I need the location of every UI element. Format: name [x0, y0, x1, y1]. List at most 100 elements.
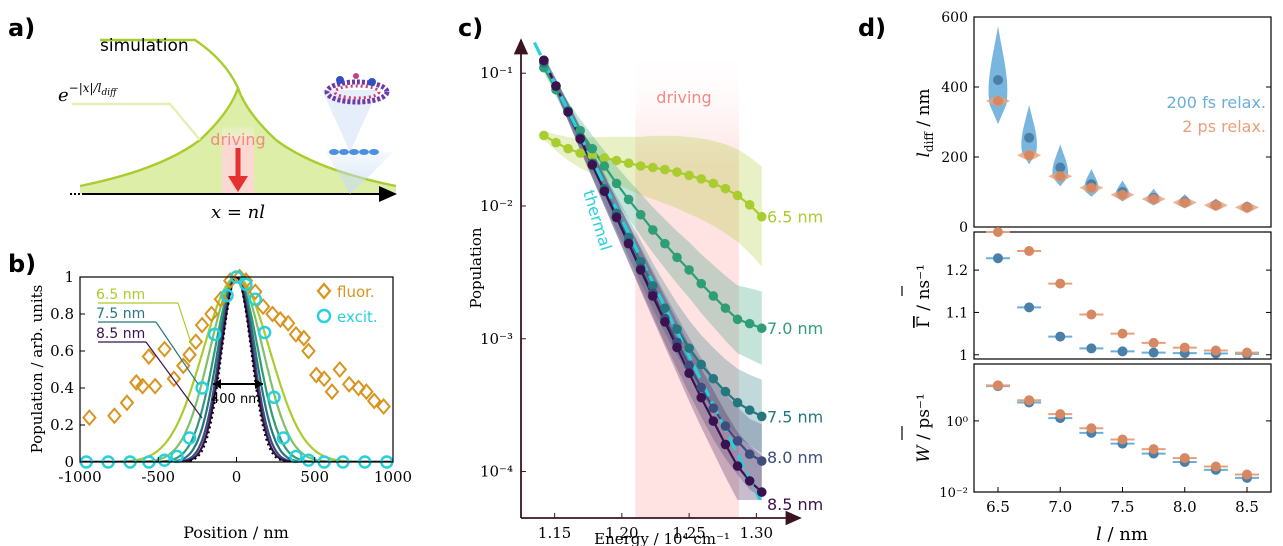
series-point	[611, 178, 622, 189]
y-tick-label: 10⁻²	[939, 486, 968, 501]
excit-point	[157, 453, 172, 467]
excit-point	[276, 431, 291, 445]
x-tick-label: -1000	[58, 468, 101, 486]
d-top-ylabel: ldiff / nm	[914, 88, 936, 157]
point-2ps	[1179, 197, 1190, 208]
series-point	[660, 317, 670, 327]
fluor-point	[316, 370, 332, 388]
molecule-illustration	[322, 73, 394, 194]
series-point	[744, 449, 755, 460]
y-tick-label: 0	[959, 220, 968, 236]
fluor-point	[273, 311, 288, 329]
y-tick-label: 600	[941, 10, 968, 26]
legend-2ps: 2 ps relax.	[1182, 117, 1266, 136]
fluor-point	[129, 373, 144, 391]
point-200fs	[1148, 347, 1159, 358]
series-point	[684, 360, 694, 371]
y-tick-label: 10⁻²	[480, 197, 513, 215]
fluor-point	[296, 329, 312, 347]
series-point	[684, 368, 694, 379]
series-point	[599, 161, 610, 171]
series-point	[708, 373, 719, 384]
series-point	[672, 167, 682, 177]
y-tick-label: 1.1	[946, 305, 968, 321]
series-point	[623, 238, 634, 249]
excit-point	[257, 325, 272, 340]
series-label: 7.5 nm	[767, 407, 823, 426]
series-label-65: 6.5 nm	[96, 287, 145, 303]
point-2ps	[1117, 328, 1128, 339]
x-tick-label: 500	[300, 468, 329, 486]
point-200fs	[993, 75, 1003, 85]
series-point	[599, 186, 610, 197]
panel-label-a: a)	[8, 14, 35, 42]
point-2ps	[1148, 194, 1159, 204]
excit-point	[267, 390, 281, 404]
point-2ps	[1086, 423, 1097, 434]
fluor-point	[366, 392, 382, 410]
series-label-75: 7.5 nm	[96, 306, 145, 322]
point-2ps	[993, 380, 1003, 391]
panel-label-d: d)	[858, 14, 886, 42]
x-tick-label: 7.5	[1111, 498, 1135, 516]
fluor-point	[194, 316, 210, 334]
point-2ps	[1086, 182, 1097, 193]
series-point	[720, 183, 731, 194]
panel-b: -1000 -500 0 500 1000 0 0.2 0.4 0.6 0.8 1 400 nm 6…	[28, 268, 412, 542]
panel-label-b: b)	[8, 250, 36, 278]
x-tick-label: 1.25	[672, 524, 705, 542]
simulation-label: simulation	[100, 36, 189, 56]
d-mid-ylabel: Γ / ns⁻¹	[914, 264, 934, 328]
y-tick-label: 400	[941, 80, 968, 96]
point-2ps	[1086, 309, 1097, 320]
fluor-point	[308, 366, 324, 384]
series-point	[648, 225, 658, 235]
series-point	[611, 155, 622, 166]
point-200fs	[1117, 346, 1128, 357]
series-point	[708, 178, 719, 189]
series-point	[756, 411, 767, 422]
series-point	[587, 150, 598, 161]
fluor-point	[188, 333, 204, 351]
series-point	[623, 194, 634, 205]
series-point	[732, 190, 743, 201]
fluor-point	[82, 409, 97, 427]
fluor-point	[332, 360, 348, 379]
fluor-point	[301, 342, 316, 360]
y-tick-label: 0	[64, 453, 74, 471]
series-point	[672, 342, 682, 353]
series-point	[720, 439, 731, 450]
point-2ps	[1179, 342, 1190, 353]
legend-fluor-label: fluor.	[337, 283, 375, 301]
series-point	[551, 137, 561, 148]
x-tick-label: 1000	[374, 468, 412, 486]
point-2ps	[1242, 469, 1252, 480]
x-tick-label: 0	[232, 468, 242, 486]
x-tick-label: 1.20	[605, 524, 638, 542]
fluor-point	[247, 283, 263, 301]
panel-c: driving 6.5 nm 7.0 nm 7.5 nm 8.0 nm 8.5 nm 1…	[467, 38, 823, 546]
fluor-point	[324, 383, 340, 401]
point-2ps	[1024, 395, 1035, 406]
y-tick-label: 0.8	[50, 305, 74, 323]
y-tick-label: 10⁻³	[480, 330, 513, 348]
series-point	[539, 55, 549, 66]
series-point	[696, 392, 707, 403]
legend-200fs: 200 fs relax.	[1166, 93, 1266, 112]
series-point	[587, 160, 598, 170]
series-label-85: 8.5 nm	[96, 326, 145, 342]
series-point	[635, 209, 646, 220]
point-2ps	[1024, 150, 1035, 161]
point-2ps	[993, 227, 1003, 237]
simulation-curve	[100, 38, 397, 188]
legend-excit-label: excit.	[337, 308, 378, 326]
series-point	[551, 81, 561, 91]
series-point	[732, 436, 743, 446]
point-2ps	[1055, 409, 1066, 420]
fluor-point	[141, 348, 157, 366]
point-2ps	[1210, 200, 1221, 211]
panel-c-xlabel: Energy / 10⁴ cm⁻¹	[594, 530, 730, 546]
series-point	[672, 324, 682, 335]
series-point	[756, 323, 767, 334]
point-2ps	[1055, 171, 1066, 182]
